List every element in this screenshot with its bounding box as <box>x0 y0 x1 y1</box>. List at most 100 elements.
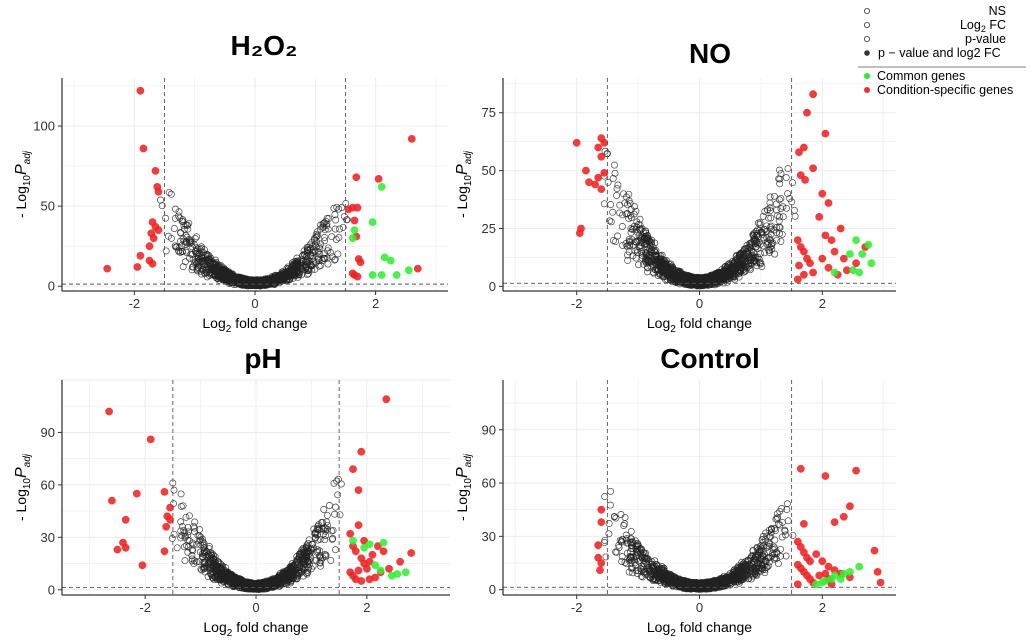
ns-point <box>294 269 302 277</box>
specific-gene-point <box>830 247 839 256</box>
x-tick-label: -2 <box>571 296 583 311</box>
ns-point <box>761 249 768 257</box>
ns-point <box>318 257 326 264</box>
panel-title: H₂O₂ <box>231 30 298 61</box>
grid-lines <box>62 379 450 595</box>
ns-point <box>759 212 767 220</box>
common-gene-point <box>852 236 860 245</box>
x-axis-label: Log2 fold change <box>202 315 307 335</box>
ns-point <box>767 240 775 248</box>
ns-point <box>206 258 214 266</box>
ns-point <box>235 279 243 287</box>
specific-gene-point <box>809 90 817 99</box>
specific-gene-point <box>809 164 817 173</box>
ns-point <box>297 261 305 269</box>
ns-point <box>264 276 272 283</box>
ns-point <box>331 256 339 264</box>
ns-point <box>165 188 173 196</box>
ns-points <box>600 147 799 290</box>
specific-gene-point <box>382 395 391 404</box>
specific-gene-point <box>827 236 836 245</box>
ns-point <box>611 169 619 177</box>
x-tick-label: 2 <box>819 296 826 311</box>
ns-point <box>332 236 340 244</box>
ns-point <box>619 241 627 249</box>
ns-point <box>319 220 327 228</box>
ns-points <box>600 487 797 593</box>
specific-gene-point <box>824 263 833 272</box>
ns-point <box>335 234 343 242</box>
ns-point <box>777 205 785 212</box>
ns-point <box>170 530 178 538</box>
common-gene-point <box>846 250 854 258</box>
ns-point <box>766 236 774 244</box>
y-tick-label: 25 <box>482 221 496 236</box>
specific-gene-point <box>582 166 590 175</box>
ns-point <box>637 233 645 241</box>
specific-gene-point <box>793 275 802 284</box>
specific-gene-points <box>105 395 416 585</box>
specific-gene-point <box>352 173 361 182</box>
y-tick-label: 90 <box>41 425 55 440</box>
ns-point <box>609 208 617 216</box>
x-tick-label: 0 <box>251 296 258 311</box>
ns-point <box>612 238 620 246</box>
ns-point <box>600 200 608 208</box>
ns-point <box>313 232 321 240</box>
ns-point <box>188 266 196 274</box>
ns-point <box>334 250 342 258</box>
ns-point <box>763 238 771 246</box>
ns-point <box>321 234 329 241</box>
ns-point <box>324 244 332 252</box>
ns-point <box>263 279 271 286</box>
specific-gene-point <box>139 144 148 153</box>
specific-gene-point <box>357 447 366 456</box>
ns-point <box>181 557 189 565</box>
ns-point <box>784 190 792 198</box>
ns-point <box>331 225 339 233</box>
ns-point <box>323 511 331 519</box>
x-axis-label: Log2 fold change <box>647 315 752 335</box>
specific-gene-point <box>793 236 802 245</box>
ns-point <box>314 253 322 261</box>
ns-point <box>314 231 322 239</box>
common-gene-point <box>380 253 389 262</box>
ns-point <box>307 262 315 270</box>
ns-point <box>776 166 783 174</box>
y-tick-label: 75 <box>482 105 496 120</box>
specific-gene-point <box>105 407 113 416</box>
ns-point <box>298 265 306 273</box>
ns-point <box>334 491 342 499</box>
ns-point <box>766 193 774 201</box>
ns-point <box>215 270 223 278</box>
x-tick-label: -2 <box>129 296 141 311</box>
ns-point <box>258 279 266 287</box>
common-gene-point <box>864 240 873 249</box>
ns-point <box>167 190 175 198</box>
specific-gene-point <box>154 226 163 235</box>
ns-point <box>191 518 199 526</box>
ns-point <box>607 218 615 226</box>
ns-point <box>303 258 311 266</box>
ns-point <box>170 225 178 232</box>
ns-point <box>182 232 190 240</box>
x-axis-label: Log2 fold change <box>203 619 308 639</box>
specific-gene-points <box>103 86 422 281</box>
specific-gene-point <box>148 259 157 268</box>
ns-point <box>213 263 221 271</box>
ns-point <box>177 490 185 498</box>
ns-point <box>776 230 783 238</box>
specific-gene-point <box>597 152 606 161</box>
ns-point <box>173 544 181 552</box>
ns-point <box>187 237 195 244</box>
specific-gene-point <box>136 86 145 95</box>
ns-point <box>784 517 792 525</box>
ns-point <box>333 203 341 211</box>
ns-point <box>614 181 622 189</box>
ns-point <box>323 220 331 228</box>
ns-point <box>222 273 230 281</box>
y-tick-label: 0 <box>489 279 496 294</box>
y-tick-label: 50 <box>482 163 496 178</box>
ns-point <box>613 185 621 193</box>
specific-gene-point <box>162 522 171 531</box>
